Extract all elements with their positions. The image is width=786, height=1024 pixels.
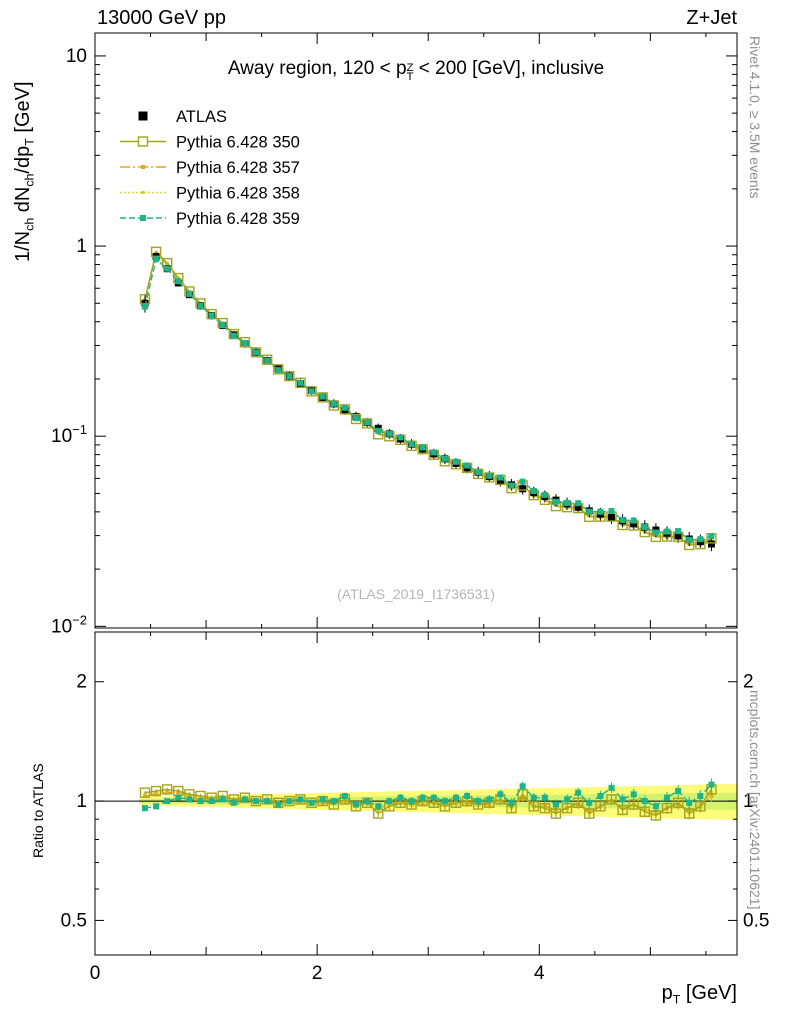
- main-series-pythia-359: [141, 256, 715, 543]
- y-axis-label: 1/Nch dNch/dpT [GeV]: [12, 81, 37, 262]
- xtick-label: 0: [90, 963, 101, 984]
- main-series-pythia-350-markers: [139, 246, 717, 551]
- legend-marker: [141, 165, 145, 169]
- ratio-ytick-label-right: 1: [743, 791, 754, 812]
- xtick-label: 4: [534, 963, 545, 984]
- main-ytick-label: 10: [66, 46, 87, 67]
- header-beam-energy: 13000 GeV pp: [97, 7, 226, 29]
- legend-marker: [140, 215, 146, 221]
- legend-marker: [137, 136, 149, 147]
- legend-label: Pythia 6.428 357: [176, 159, 300, 177]
- axis-ticks: [94, 33, 737, 955]
- ratio-ytick-label-right: 2: [743, 672, 754, 693]
- header-process: Z+Jet: [686, 7, 737, 29]
- ratio-axis-label: Ratio to ATLAS: [30, 763, 46, 858]
- ratio-panel-series: [139, 778, 717, 822]
- main-ytick-label: 1: [76, 236, 87, 257]
- legend-marker: [141, 191, 145, 194]
- main-panel-series: [139, 246, 717, 552]
- legend-label: Pythia 6.428 350: [176, 134, 300, 152]
- legend: ATLAS Pythia 6.428 350 Pythia 6.428 357 Pyt…: [120, 108, 300, 228]
- main-frame: [94, 32, 738, 629]
- x-axis-label: pT [GeV]: [661, 982, 737, 1007]
- legend-label: Pythia 6.428 358: [176, 185, 300, 203]
- main-series-atlas-data: [141, 253, 715, 552]
- main-series-pythia-350: [144, 250, 712, 546]
- ratio-series-pythia-6.428-359: [141, 778, 715, 812]
- legend-label: Pythia 6.428 359: [176, 210, 300, 228]
- tick-labels: 10 1 10−1 10−2 2 2 1 1 0.5 0.5 0 2 4: [51, 46, 769, 984]
- legend-marker-atlas: [138, 111, 148, 121]
- ratio-frame: [94, 631, 738, 956]
- ratio-ytick-label-left: 1: [76, 791, 87, 812]
- main-ytick-label: 10−1: [51, 422, 87, 447]
- main-ytick-label: 10−2: [51, 612, 87, 637]
- analysis-watermark: (ATLAS_2019_I1736531): [337, 586, 495, 602]
- mcplots-arxiv-note: mcplots.cern.ch [arXiv:2401.10621]: [747, 690, 763, 910]
- ratio-ytick-label-right: 0.5: [743, 910, 769, 931]
- ratio-ytick-label-left: 0.5: [61, 910, 87, 931]
- rivet-version-note: Rivet 4.1.0, ≥ 3.5M events: [747, 36, 763, 199]
- ratio-ytick-label-left: 2: [76, 672, 87, 693]
- main-series-pythia-6.428-357: [142, 251, 714, 547]
- legend-label: ATLAS: [176, 108, 227, 126]
- xtick-label: 2: [312, 963, 323, 984]
- main-series-pythia-6.428-358: [143, 251, 713, 546]
